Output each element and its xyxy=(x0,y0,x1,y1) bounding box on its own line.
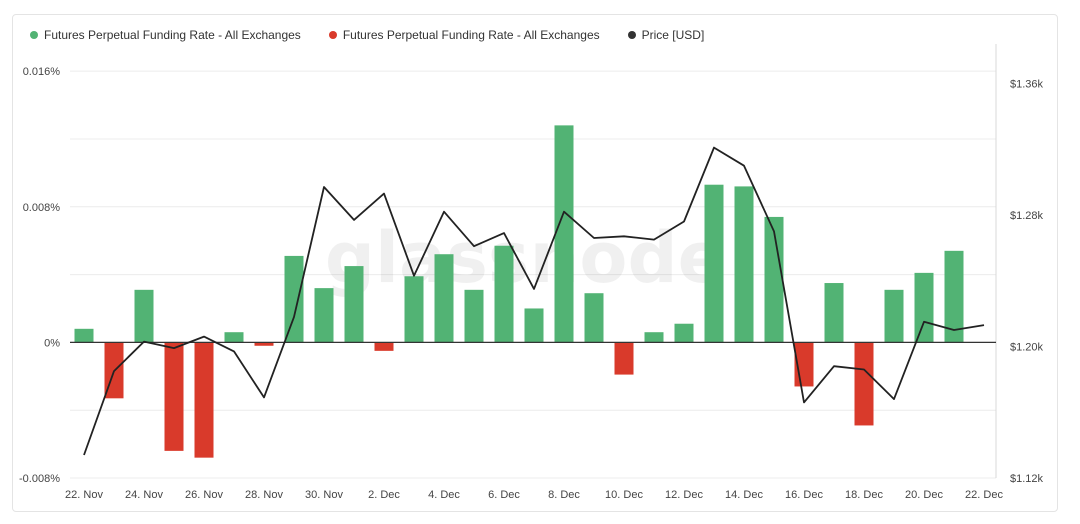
x-tick-label: 14. Dec xyxy=(725,489,763,501)
price-line xyxy=(83,146,985,456)
funding-bar xyxy=(824,283,844,343)
legend-item-funding-positive[interactable]: Futures Perpetual Funding Rate - All Exc… xyxy=(30,28,301,42)
funding-bar xyxy=(644,332,664,343)
x-tick-label: 22. Nov xyxy=(65,489,103,501)
legend-item-price[interactable]: Price [USD] xyxy=(627,28,705,42)
funding-bar xyxy=(374,342,394,351)
y-left-tick-label: 0.008% xyxy=(23,202,61,214)
x-tick-label: 10. Dec xyxy=(605,489,643,501)
funding-bar xyxy=(284,255,304,343)
legend-label-positive: Futures Perpetual Funding Rate - All Exc… xyxy=(44,28,301,42)
legend-swatch-positive xyxy=(30,31,38,39)
x-tick-label: 20. Dec xyxy=(905,489,943,501)
funding-bar xyxy=(584,293,604,343)
legend: Futures Perpetual Funding Rate - All Exc… xyxy=(30,28,704,42)
funding-bar xyxy=(74,328,94,343)
y-left-tick-label: 0.016% xyxy=(23,66,61,78)
funding-bar xyxy=(434,254,454,343)
funding-bar xyxy=(734,186,754,343)
funding-bar xyxy=(914,272,934,343)
x-tick-label: 8. Dec xyxy=(548,489,580,501)
funding-bar xyxy=(674,323,694,343)
y-right-tick-label: $1.20k xyxy=(1010,341,1044,353)
y-left-tick-label: 0% xyxy=(44,337,60,349)
funding-bar xyxy=(524,308,544,343)
funding-bar xyxy=(884,289,904,343)
x-tick-label: 30. Nov xyxy=(305,489,343,501)
funding-bar xyxy=(224,332,244,343)
x-tick-label: 28. Nov xyxy=(245,489,283,501)
watermark: glassnode xyxy=(325,217,725,299)
funding-bar xyxy=(494,245,514,343)
funding-bar xyxy=(344,266,364,343)
funding-bar xyxy=(614,342,634,375)
y-right-tick-label: $1.36k xyxy=(1010,78,1044,90)
funding-bar xyxy=(404,276,424,343)
axes: -0.008% 0% 0.008% 0.016% $1.12k $1.20k $1.28k $… xyxy=(19,66,1044,501)
funding-bar xyxy=(464,289,484,343)
legend-swatch-negative xyxy=(328,31,337,39)
x-tick-label: 6. Dec xyxy=(488,489,520,501)
x-tick-label: 26. Nov xyxy=(185,489,223,501)
y-right-tick-label: $1.12k xyxy=(1010,473,1044,485)
x-tick-label: 12. Dec xyxy=(665,489,703,501)
bars xyxy=(74,125,964,458)
x-tick-label: 18. Dec xyxy=(845,489,883,501)
funding-bar xyxy=(254,342,274,346)
legend-swatch-price xyxy=(627,31,636,39)
funding-bar xyxy=(944,250,964,343)
legend-label-negative: Futures Perpetual Funding Rate - All Exc… xyxy=(342,28,600,42)
funding-bar xyxy=(554,125,574,343)
funding-bar xyxy=(134,289,154,343)
y-left-tick-label: -0.008% xyxy=(19,473,60,485)
funding-bar xyxy=(704,184,724,343)
y-right-tick-label: $1.28k xyxy=(1010,210,1044,222)
funding-bar xyxy=(314,288,334,343)
price-series xyxy=(83,146,985,456)
chart-panel xyxy=(12,14,1058,512)
funding-bar xyxy=(194,342,214,458)
x-tick-label: 24. Nov xyxy=(125,489,163,501)
x-tick-label: 22. Dec xyxy=(965,489,1003,501)
x-tick-label: 4. Dec xyxy=(428,489,460,501)
funding-bar xyxy=(764,216,784,343)
legend-item-funding-negative[interactable]: Futures Perpetual Funding Rate - All Exc… xyxy=(328,28,600,42)
x-tick-label: 2. Dec xyxy=(368,489,400,501)
funding-bar xyxy=(854,342,874,426)
funding-bar xyxy=(164,342,184,451)
x-tick-label: 16. Dec xyxy=(785,489,823,501)
legend-label-price: Price [USD] xyxy=(641,28,705,42)
